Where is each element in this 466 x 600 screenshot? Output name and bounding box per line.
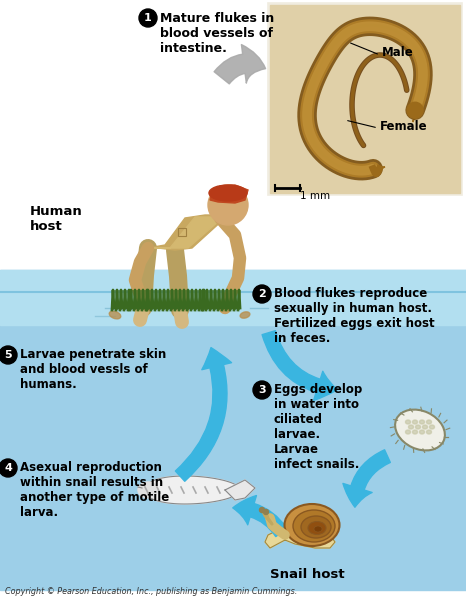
- Text: Asexual reproduction
within snail results in
another type of motile
larva.: Asexual reproduction within snail result…: [20, 461, 169, 519]
- Ellipse shape: [419, 420, 425, 424]
- Ellipse shape: [308, 521, 326, 535]
- Circle shape: [253, 381, 271, 399]
- Circle shape: [0, 459, 17, 477]
- FancyArrowPatch shape: [262, 331, 337, 400]
- Ellipse shape: [412, 420, 418, 424]
- Polygon shape: [148, 215, 225, 250]
- Text: 4: 4: [4, 463, 12, 473]
- Bar: [0, 270, 466, 325]
- Polygon shape: [144, 476, 240, 504]
- Circle shape: [0, 346, 17, 364]
- Text: Larvae penetrate skin
and blood vessls of
humans.: Larvae penetrate skin and blood vessls o…: [20, 348, 166, 391]
- Ellipse shape: [405, 420, 411, 424]
- Text: Blood flukes reproduce
sexually in human host.
Fertilized eggs exit host
in fece: Blood flukes reproduce sexually in human…: [274, 287, 435, 345]
- FancyArrowPatch shape: [214, 44, 266, 84]
- Polygon shape: [303, 24, 427, 172]
- Circle shape: [253, 285, 271, 303]
- Ellipse shape: [109, 311, 121, 319]
- Ellipse shape: [405, 430, 411, 434]
- Ellipse shape: [409, 425, 413, 429]
- Text: 5: 5: [4, 350, 12, 360]
- Polygon shape: [265, 528, 335, 548]
- Bar: [178, 228, 186, 236]
- Text: Human
host: Human host: [30, 205, 83, 233]
- Polygon shape: [225, 480, 255, 500]
- Polygon shape: [210, 185, 248, 203]
- Circle shape: [263, 509, 268, 514]
- Text: Mature flukes in
blood vessels of
intestine.: Mature flukes in blood vessels of intest…: [160, 12, 274, 55]
- Circle shape: [208, 185, 248, 225]
- Ellipse shape: [285, 504, 340, 546]
- Text: 3: 3: [258, 385, 266, 395]
- Circle shape: [139, 9, 157, 27]
- Circle shape: [260, 508, 265, 512]
- Ellipse shape: [314, 526, 322, 532]
- Ellipse shape: [301, 516, 331, 538]
- Circle shape: [407, 102, 423, 118]
- Text: Male: Male: [382, 46, 414, 59]
- Ellipse shape: [412, 430, 418, 434]
- FancyArrowPatch shape: [175, 347, 232, 481]
- Ellipse shape: [419, 430, 425, 434]
- Text: Copyright © Pearson Education, Inc., publishing as Benjamin Cummings.: Copyright © Pearson Education, Inc., pub…: [5, 587, 297, 596]
- Bar: [0, 270, 466, 590]
- Ellipse shape: [426, 420, 432, 424]
- Bar: [268, 3, 462, 195]
- FancyArrowPatch shape: [233, 496, 287, 536]
- Bar: [270, 5, 460, 193]
- Text: Eggs develop
in water into
ciliated
larvae.
Larvae
infect snails.: Eggs develop in water into ciliated larv…: [274, 383, 362, 471]
- Ellipse shape: [423, 425, 427, 429]
- Ellipse shape: [293, 510, 335, 542]
- Ellipse shape: [209, 185, 247, 201]
- Text: 1: 1: [144, 13, 152, 23]
- Ellipse shape: [416, 425, 420, 429]
- Ellipse shape: [138, 482, 158, 498]
- Polygon shape: [152, 217, 220, 248]
- Text: 2: 2: [258, 289, 266, 299]
- FancyArrowPatch shape: [343, 450, 391, 507]
- Text: Snail host: Snail host: [270, 568, 344, 581]
- Bar: [0, 0, 466, 270]
- Ellipse shape: [395, 410, 445, 451]
- Ellipse shape: [426, 430, 432, 434]
- Text: Female: Female: [380, 119, 428, 133]
- Text: 1 mm: 1 mm: [300, 191, 330, 201]
- Ellipse shape: [430, 425, 434, 429]
- Ellipse shape: [240, 312, 250, 318]
